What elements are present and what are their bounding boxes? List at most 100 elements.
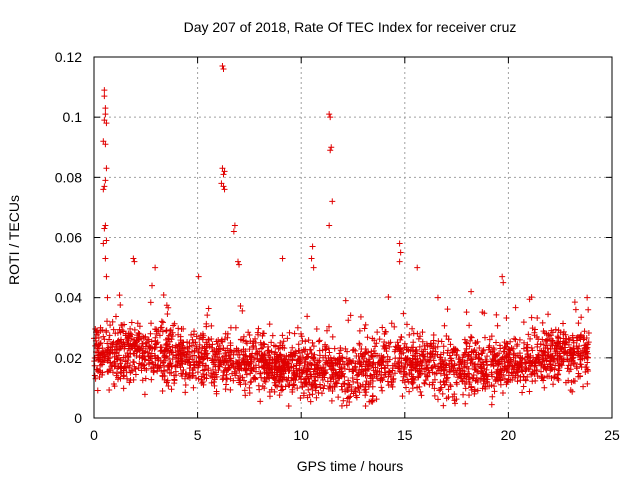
data-point bbox=[219, 354, 226, 361]
data-point bbox=[374, 329, 381, 336]
data-point bbox=[496, 370, 502, 377]
data-point bbox=[297, 353, 304, 360]
data-point bbox=[182, 389, 189, 396]
y-tick-label: 0.1 bbox=[63, 109, 83, 125]
data-point bbox=[493, 311, 500, 318]
data-point bbox=[312, 384, 319, 391]
data-point bbox=[449, 393, 456, 400]
data-point bbox=[268, 339, 275, 346]
data-point bbox=[309, 391, 316, 398]
data-point bbox=[363, 349, 370, 356]
data-point bbox=[471, 390, 478, 397]
data-point bbox=[544, 351, 551, 358]
data-point bbox=[343, 402, 350, 409]
data-point bbox=[259, 383, 266, 390]
data-point bbox=[567, 387, 574, 394]
data-point bbox=[139, 333, 146, 340]
data-point bbox=[528, 294, 535, 301]
data-point bbox=[335, 370, 342, 377]
data-point bbox=[138, 367, 145, 374]
data-point bbox=[412, 356, 419, 363]
data-point bbox=[565, 377, 572, 384]
data-point bbox=[299, 384, 306, 391]
data-point bbox=[182, 382, 189, 389]
data-point bbox=[329, 365, 336, 372]
x-axis-label: GPS time / hours bbox=[297, 458, 404, 474]
data-point bbox=[295, 356, 302, 363]
data-point bbox=[284, 377, 291, 384]
data-point bbox=[419, 356, 426, 363]
data-point bbox=[220, 171, 227, 178]
data-point bbox=[285, 364, 292, 371]
data-point bbox=[196, 345, 203, 352]
data-point bbox=[147, 299, 154, 306]
data-point bbox=[186, 359, 193, 366]
data-point bbox=[569, 388, 576, 395]
data-point bbox=[571, 299, 578, 306]
data-point bbox=[165, 383, 172, 390]
data-point bbox=[358, 363, 365, 370]
data-point bbox=[152, 264, 159, 271]
data-point bbox=[444, 306, 451, 313]
data-point bbox=[459, 378, 466, 385]
data-point bbox=[95, 349, 102, 356]
data-point bbox=[154, 354, 161, 361]
data-point bbox=[358, 370, 365, 377]
data-point bbox=[100, 333, 107, 340]
data-point bbox=[514, 378, 521, 385]
data-point bbox=[353, 352, 360, 359]
data-point bbox=[264, 347, 271, 354]
data-point bbox=[163, 302, 170, 309]
data-point bbox=[515, 367, 522, 374]
data-point bbox=[466, 322, 473, 329]
data-point bbox=[118, 357, 125, 364]
data-point bbox=[310, 343, 317, 350]
data-point bbox=[545, 349, 552, 356]
data-point bbox=[243, 360, 250, 367]
data-point bbox=[109, 369, 116, 376]
data-point bbox=[174, 347, 181, 354]
data-point bbox=[94, 387, 101, 394]
data-point bbox=[564, 365, 571, 372]
data-point bbox=[171, 320, 178, 327]
data-point bbox=[124, 375, 131, 382]
data-point bbox=[452, 400, 459, 407]
data-point bbox=[286, 381, 293, 388]
data-point bbox=[291, 349, 298, 356]
x-tick-label: 0 bbox=[90, 427, 98, 443]
data-point bbox=[345, 386, 352, 393]
data-point bbox=[311, 360, 318, 367]
data-point bbox=[547, 332, 554, 339]
data-point bbox=[447, 341, 454, 348]
data-point bbox=[219, 376, 226, 383]
data-point bbox=[577, 332, 584, 339]
data-point bbox=[496, 342, 503, 349]
data-point bbox=[321, 343, 328, 350]
data-point bbox=[131, 359, 138, 366]
data-point bbox=[256, 364, 263, 371]
data-point bbox=[511, 335, 518, 342]
data-point bbox=[440, 402, 447, 409]
data-point bbox=[246, 346, 253, 353]
data-point bbox=[392, 343, 399, 350]
data-point bbox=[463, 345, 470, 352]
data-point bbox=[373, 396, 380, 403]
data-point bbox=[529, 359, 536, 366]
data-point bbox=[158, 324, 165, 331]
data-point bbox=[146, 359, 153, 366]
data-point bbox=[327, 114, 334, 121]
data-point bbox=[242, 367, 249, 374]
data-point bbox=[251, 366, 258, 373]
data-point bbox=[575, 370, 582, 377]
data-point bbox=[338, 355, 345, 362]
data-point bbox=[101, 225, 108, 232]
data-point bbox=[313, 325, 320, 332]
data-point bbox=[398, 355, 405, 362]
data-point bbox=[212, 369, 219, 376]
data-point bbox=[468, 334, 475, 341]
data-point bbox=[139, 340, 146, 347]
data-point bbox=[287, 349, 294, 356]
data-point bbox=[218, 336, 225, 343]
data-point bbox=[188, 331, 195, 338]
data-point bbox=[460, 352, 467, 359]
